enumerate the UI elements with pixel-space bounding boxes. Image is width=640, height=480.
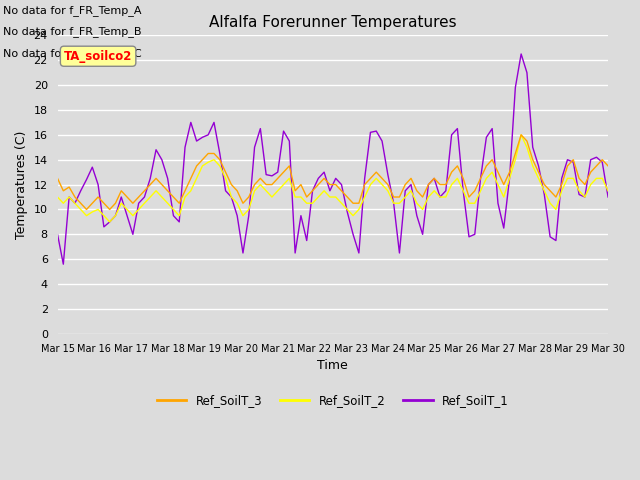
Title: Alfalfa Forerunner Temperatures: Alfalfa Forerunner Temperatures <box>209 15 456 30</box>
Text: TA_soilco2: TA_soilco2 <box>64 50 132 63</box>
Legend: Ref_SoilT_3, Ref_SoilT_2, Ref_SoilT_1: Ref_SoilT_3, Ref_SoilT_2, Ref_SoilT_1 <box>152 389 514 411</box>
X-axis label: Time: Time <box>317 359 348 372</box>
Text: No data for f_FR_Temp_B: No data for f_FR_Temp_B <box>3 26 141 37</box>
Y-axis label: Temperatures (C): Temperatures (C) <box>15 131 28 239</box>
Text: No data for f_FR_Temp_C: No data for f_FR_Temp_C <box>3 48 142 59</box>
Text: No data for f_FR_Temp_A: No data for f_FR_Temp_A <box>3 5 141 16</box>
